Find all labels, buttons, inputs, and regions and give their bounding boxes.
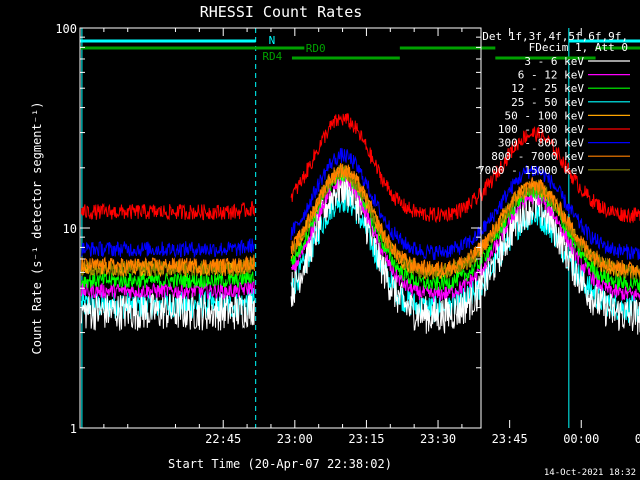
y-tick-label: 100	[55, 22, 77, 36]
rd4-label: RD4	[262, 50, 282, 63]
legend-label: 300 - 800 keV	[498, 137, 584, 150]
legend-label: 800 - 7000 keV	[491, 150, 584, 163]
legend-label: 25 - 50 keV	[511, 96, 584, 109]
series-line	[80, 163, 640, 277]
series-line	[80, 113, 640, 224]
y-tick-label: 10	[63, 222, 77, 236]
legend: Det 1f,3f,4f,5f,6f,9f, FDecim 1, Att 0 3…	[478, 30, 630, 177]
legend-header-line-1: Det 1f,3f,4f,5f,6f,9f,	[482, 30, 628, 43]
y-axis-title: Count Rate (s⁻¹ detector segment⁻¹)	[30, 102, 44, 355]
series-line	[80, 147, 640, 261]
legend-label: 7000 - 15000 keV	[478, 164, 584, 177]
x-tick-label: 23:15	[348, 432, 384, 446]
x-tick-label: 00:00	[563, 432, 599, 446]
rd0-label: RD0	[306, 42, 326, 55]
x-tick-label: 00:15	[635, 432, 640, 446]
legend-header-line-2: FDecim 1, Att 0	[529, 41, 628, 54]
x-tick-label: 23:30	[420, 432, 456, 446]
x-axis: 22:45 23:00 23:15 23:30 23:45 00:00 00:15	[103, 28, 640, 446]
y-axis: 1 10 100	[55, 22, 481, 436]
footer-date: 14-Oct-2021 18:32	[544, 468, 636, 478]
legend-label: 50 - 100 keV	[505, 109, 585, 122]
x-tick-label: 22:45	[205, 432, 241, 446]
x-tick-label: 23:45	[492, 432, 528, 446]
y-tick-label: 1	[70, 422, 77, 436]
night-label: N	[269, 34, 276, 47]
x-axis-title: Start Time (20-Apr-07 22:38:02)	[168, 457, 392, 471]
legend-label: 3 - 6 keV	[524, 55, 584, 68]
plot-frame	[79, 27, 482, 429]
x-tick-label: 23:00	[277, 432, 313, 446]
legend-label: 100 - 300 keV	[498, 123, 584, 136]
legend-label: 6 - 12 keV	[518, 69, 585, 82]
legend-label: 12 - 25 keV	[511, 82, 584, 95]
chart-title: RHESSI Count Rates	[200, 3, 363, 21]
